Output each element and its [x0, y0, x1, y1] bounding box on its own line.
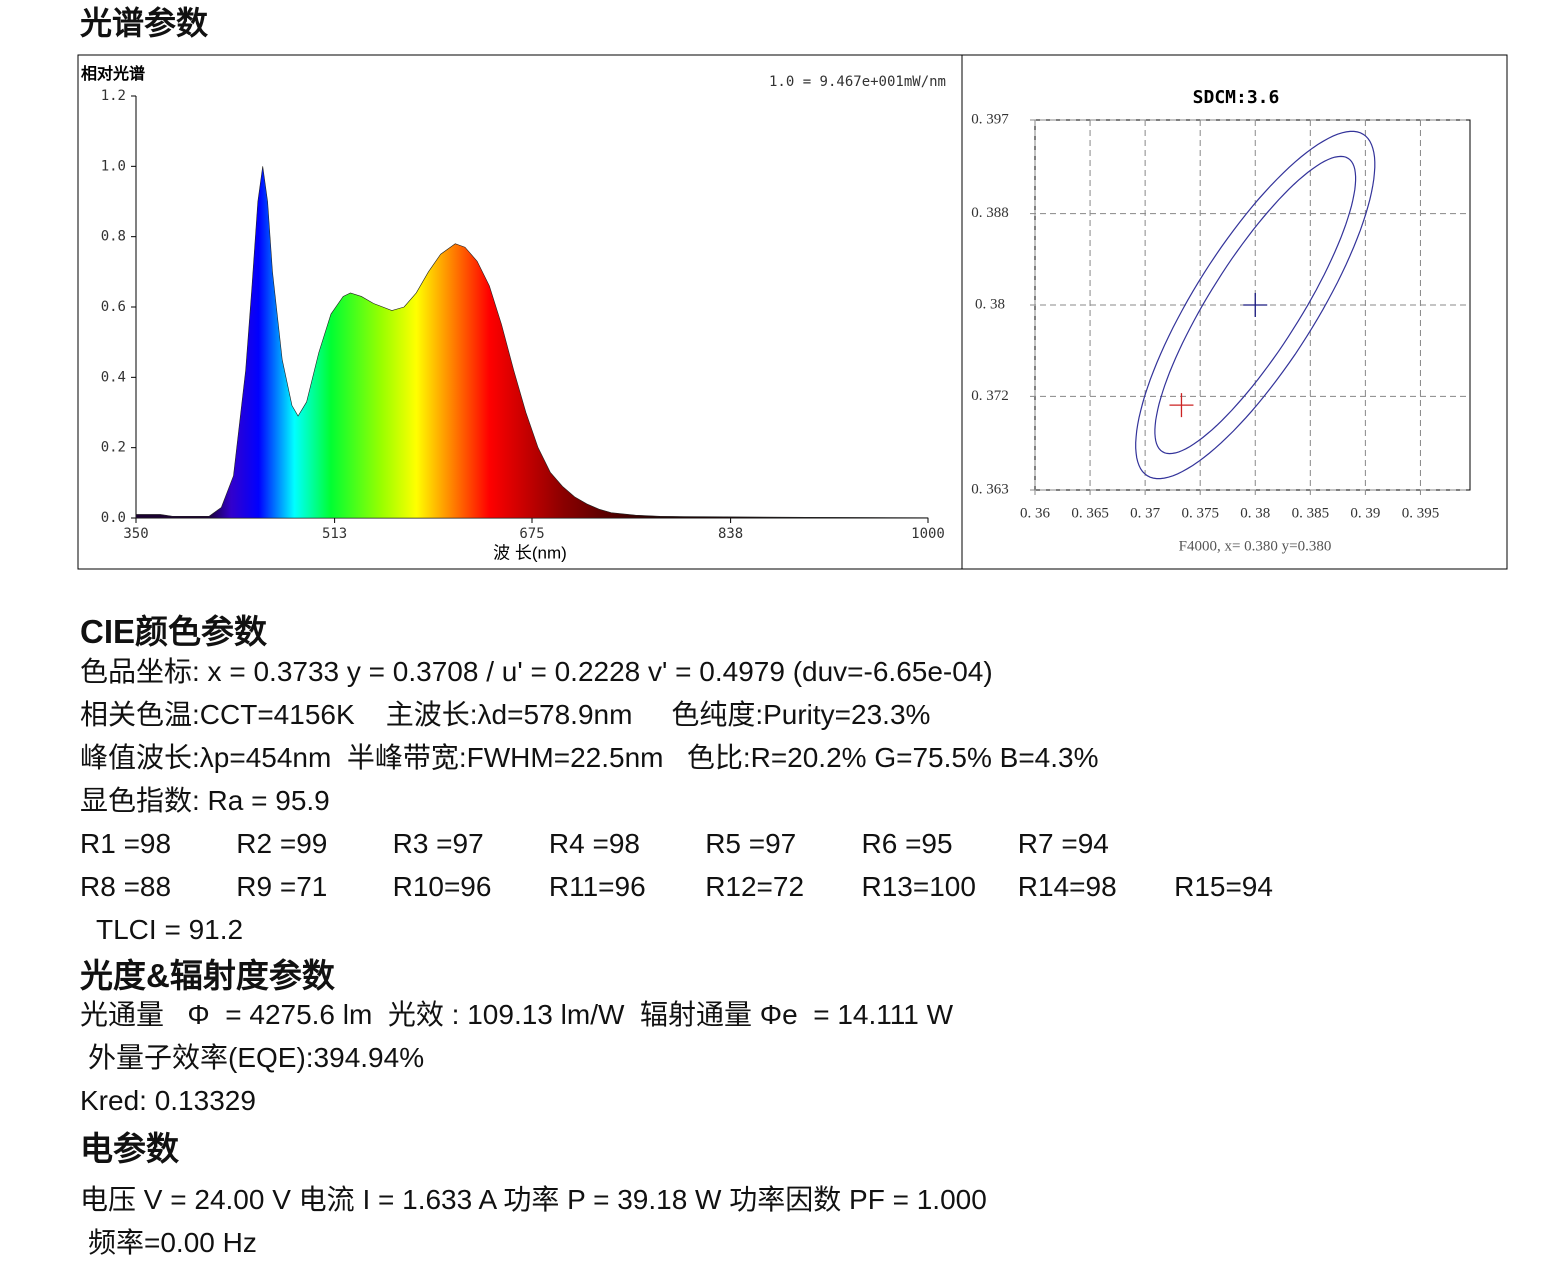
info-line: TLCI = 91.2: [96, 914, 244, 945]
cri-value: R12=72: [705, 871, 805, 902]
cri-value: R2 =99: [236, 828, 328, 859]
info-line: 峰值波长:λp=454nm 半峰带宽:FWHM=22.5nm 色比:R=20.2…: [80, 742, 1099, 773]
info-line: 外量子效率(EQE):394.94%: [88, 1042, 425, 1073]
sdcm-ellipse: [1135, 130, 1376, 480]
x-tick-label: 513: [322, 526, 347, 542]
cri-value: R13=100: [861, 871, 976, 902]
x-tick-label: 0. 39: [1350, 505, 1380, 521]
cri-value: R4 =98: [548, 828, 640, 859]
y-tick-label: 0. 397: [971, 111, 1009, 127]
chromaticity-point: [1243, 293, 1268, 317]
y-tick-label: 0.6: [101, 299, 126, 315]
x-tick-label: 350: [123, 526, 148, 542]
y-tick-label: 0.4: [101, 369, 126, 385]
x-tick-label: 0. 37: [1130, 505, 1161, 521]
chart-title: SDCM:3.6: [1193, 87, 1280, 108]
cri-value: R11=96: [548, 871, 646, 902]
y-axis-label: 相对光谱: [81, 64, 145, 83]
info-line: 频率=0.00 Hz: [88, 1227, 257, 1258]
x-tick-label: 1000: [911, 526, 945, 542]
cri-value: R6 =95: [861, 828, 953, 859]
section-heading: 电参数: [80, 1130, 179, 1167]
spectrum-area: [135, 166, 929, 519]
cri-value: R14=98: [1017, 871, 1117, 902]
cri-value: R7 =94: [1017, 828, 1109, 859]
page-title: 光谱参数: [80, 5, 209, 41]
x-tick-label: 675: [519, 526, 544, 542]
cri-value: R9 =71: [236, 871, 328, 902]
y-tick-label: 0.8: [101, 229, 126, 245]
chromaticity-point: [1169, 393, 1194, 418]
info-line: 色品坐标: x = 0.3733 y = 0.3708 / u' = 0.222…: [80, 656, 993, 687]
section-heading: CIE颜色参数: [80, 613, 268, 650]
info-line: Kred: 0.13329: [80, 1085, 256, 1116]
info-line: 显色指数: Ra = 95.9: [80, 785, 330, 816]
info-line: 相关色温:CCT=4156K 主波长:λd=578.9nm 色纯度:Purity…: [80, 699, 931, 730]
x-tick-label: 0. 36: [1020, 505, 1051, 521]
y-tick-label: 0.0: [101, 510, 126, 526]
info-line: 电压 V = 24.00 V 电流 I = 1.633 A 功率 P = 39.…: [80, 1184, 987, 1215]
cri-value: R15=94: [1174, 871, 1273, 902]
info-line: 光通量 Φ = 4275.6 lm 光效 : 109.13 lm/W 辐射通量 …: [80, 999, 954, 1030]
cri-value: R5 =97: [705, 828, 797, 859]
cri-value: R1 =98: [80, 828, 172, 859]
x-tick-label: 0. 38: [1240, 505, 1270, 521]
chart-frame: [77, 54, 1508, 570]
x-tick-label: 0. 375: [1181, 505, 1219, 521]
y-tick-label: 0. 363: [971, 481, 1009, 497]
x-tick-label: 0. 365: [1071, 505, 1109, 521]
annotation: 1.0 = 9.467e+001mW/nm: [769, 74, 946, 90]
y-tick-label: 0. 38: [975, 296, 1005, 312]
x-tick-label: 0. 395: [1402, 505, 1440, 521]
cri-value: R3 =97: [392, 828, 484, 859]
sdcm-ellipse: [1154, 155, 1357, 455]
y-tick-label: 0. 372: [971, 388, 1009, 404]
x-tick-label: 0. 385: [1292, 505, 1330, 521]
x-axis-label: 波 长(nm): [493, 543, 567, 562]
y-tick-label: 1.2: [101, 88, 126, 104]
cri-value: R10=96: [392, 871, 492, 902]
cri-value: R8 =88: [80, 871, 172, 902]
y-tick-label: 1.0: [101, 158, 126, 174]
y-tick-label: 0. 388: [971, 205, 1009, 221]
section-heading: 光度&辐射度参数: [80, 957, 335, 994]
y-tick-label: 0.2: [101, 440, 126, 456]
annotation: F4000, x= 0.380 y=0.380: [1179, 538, 1332, 554]
charts: 相对光谱 1.0 = 9.467e+001mW/nm 波 长(nm) SDCM:…: [77, 54, 1508, 570]
x-tick-label: 838: [718, 526, 743, 542]
